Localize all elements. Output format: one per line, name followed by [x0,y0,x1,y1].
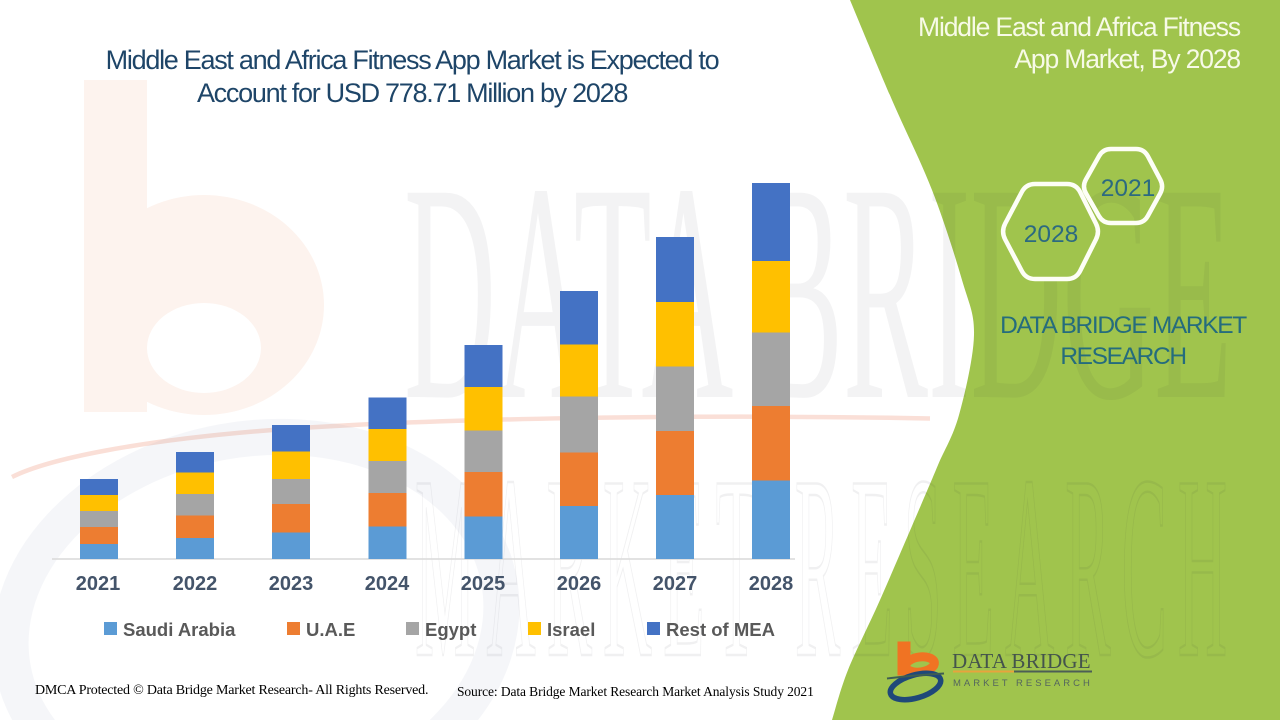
svg-text:DATA BRIDGE: DATA BRIDGE [952,649,1091,673]
svg-text:MARKET RESEARCH: MARKET RESEARCH [415,422,1238,712]
svg-text:DATA BRIDGE: DATA BRIDGE [404,120,1232,465]
svg-text:MARKET RESEARCH: MARKET RESEARCH [953,678,1093,689]
svg-text:2028: 2028 [1024,221,1079,248]
svg-text:2021: 2021 [1101,175,1156,202]
